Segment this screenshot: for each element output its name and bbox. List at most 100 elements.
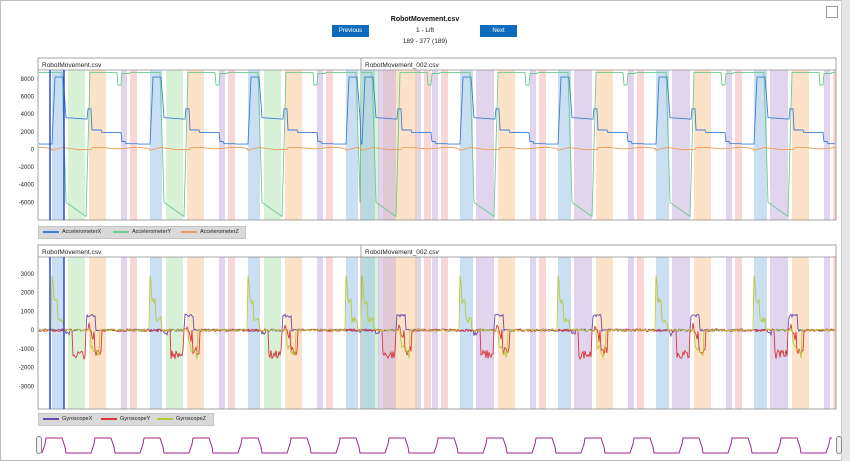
highlight-band bbox=[264, 257, 281, 409]
y-tick-label: -2000 bbox=[19, 366, 35, 372]
series-accelerometer-x bbox=[38, 76, 835, 145]
y-tick-label: 1000 bbox=[21, 309, 35, 315]
highlight-band bbox=[378, 257, 396, 409]
highlight-band bbox=[770, 257, 788, 409]
highlight-band bbox=[52, 257, 64, 409]
highlight-band bbox=[574, 70, 592, 220]
highlight-band bbox=[187, 257, 204, 409]
highlight-band bbox=[656, 257, 669, 409]
highlight-band bbox=[68, 70, 85, 220]
highlight-band bbox=[89, 257, 106, 409]
highlight-band bbox=[362, 257, 375, 409]
highlight-band bbox=[824, 70, 830, 220]
highlight-band bbox=[415, 257, 421, 409]
series-accelerometer-y bbox=[39, 72, 835, 218]
highlight-band bbox=[432, 257, 438, 409]
highlight-band bbox=[530, 257, 536, 409]
gyroscope-legend: GyroscopeX GyroscopeY GyroscopeZ bbox=[38, 413, 214, 426]
series-accelerometer-z bbox=[39, 146, 836, 151]
highlight-band bbox=[596, 70, 613, 220]
legend-accelerometer-x[interactable]: AccelerometerX bbox=[43, 229, 101, 235]
highlight-band bbox=[672, 257, 690, 409]
highlight-band bbox=[317, 257, 323, 409]
legend-accelerometer-y[interactable]: AccelerometerY bbox=[113, 229, 171, 235]
legend-gyroscope-z[interactable]: GyroscopeZ bbox=[157, 416, 206, 422]
next-button[interactable]: Next bbox=[480, 25, 517, 37]
highlight-band bbox=[166, 70, 183, 220]
highlight-band bbox=[596, 257, 613, 409]
file-name-left: RobotMovement.csv bbox=[42, 62, 102, 69]
highlight-band bbox=[476, 257, 494, 409]
highlight-band bbox=[68, 257, 85, 409]
highlight-band bbox=[248, 257, 260, 409]
highlight-band bbox=[539, 70, 546, 220]
file-name-right: RobotMovement_002.csv bbox=[365, 62, 439, 69]
highlight-band bbox=[735, 257, 742, 409]
highlight-band bbox=[166, 257, 183, 409]
highlight-bands bbox=[52, 257, 836, 409]
highlight-band bbox=[121, 257, 127, 409]
y-tick-label: -3000 bbox=[19, 384, 35, 390]
highlight-band bbox=[187, 70, 204, 220]
highlight-band bbox=[824, 257, 830, 409]
highlight-band bbox=[424, 70, 431, 220]
highlight-band bbox=[219, 257, 225, 409]
highlight-band bbox=[754, 257, 767, 409]
highlight-band bbox=[121, 70, 127, 220]
legend-gyroscope-x[interactable]: GyroscopeX bbox=[43, 416, 92, 422]
highlight-band bbox=[498, 257, 515, 409]
window-scrollbar[interactable] bbox=[841, 0, 850, 461]
activity-label: 1 - Lift bbox=[415, 27, 435, 34]
close-icon[interactable] bbox=[826, 6, 838, 18]
highlight-band bbox=[317, 70, 323, 220]
legend-gyroscope-y[interactable]: GyroscopeY bbox=[101, 416, 150, 422]
highlight-band bbox=[441, 257, 448, 409]
highlight-band bbox=[264, 70, 281, 220]
highlight-band bbox=[637, 257, 644, 409]
highlight-band bbox=[770, 70, 788, 220]
highlight-band bbox=[558, 257, 571, 409]
previous-button[interactable]: Previous bbox=[332, 25, 369, 37]
highlight-band bbox=[694, 70, 711, 220]
highlight-band bbox=[637, 70, 644, 220]
highlight-band bbox=[150, 70, 162, 220]
highlight-band bbox=[628, 70, 634, 220]
highlight-band bbox=[726, 70, 732, 220]
highlight-band bbox=[754, 70, 767, 220]
highlight-band bbox=[378, 70, 396, 220]
series-gyroscope-y bbox=[38, 322, 836, 361]
preview-right-handle[interactable] bbox=[836, 436, 842, 454]
highlight-band bbox=[672, 70, 690, 220]
highlight-band bbox=[89, 70, 106, 220]
highlight-band bbox=[228, 257, 235, 409]
highlight-band bbox=[735, 70, 742, 220]
preview-left-handle[interactable] bbox=[36, 436, 42, 454]
highlight-band bbox=[476, 70, 494, 220]
highlight-band bbox=[150, 257, 162, 409]
highlight-band bbox=[460, 257, 473, 409]
highlight-band bbox=[219, 70, 225, 220]
series-gyroscope-z bbox=[38, 275, 836, 360]
accelerometer-legend: AccelerometerX AccelerometerY Accelerome… bbox=[38, 226, 246, 239]
highlight-band bbox=[248, 70, 260, 220]
highlight-band bbox=[432, 70, 438, 220]
highlight-band bbox=[441, 70, 448, 220]
y-tick-label: 6000 bbox=[21, 94, 35, 100]
y-tick-label: 2000 bbox=[21, 291, 35, 297]
y-tick-label: 3000 bbox=[21, 272, 35, 278]
highlight-band bbox=[326, 257, 333, 409]
highlight-band bbox=[400, 257, 417, 409]
sample-range: 189 - 377 (189) bbox=[402, 38, 448, 45]
highlight-band bbox=[792, 257, 809, 409]
highlight-band bbox=[130, 70, 137, 220]
highlight-band bbox=[498, 70, 515, 220]
highlight-band bbox=[558, 70, 571, 220]
highlight-band bbox=[415, 70, 421, 220]
highlight-band bbox=[362, 70, 375, 220]
highlight-band bbox=[400, 70, 417, 220]
highlight-band bbox=[694, 257, 711, 409]
legend-accelerometer-z[interactable]: AccelerometerZ bbox=[181, 229, 239, 235]
highlight-band bbox=[285, 70, 302, 220]
y-tick-label: 0 bbox=[31, 147, 35, 153]
